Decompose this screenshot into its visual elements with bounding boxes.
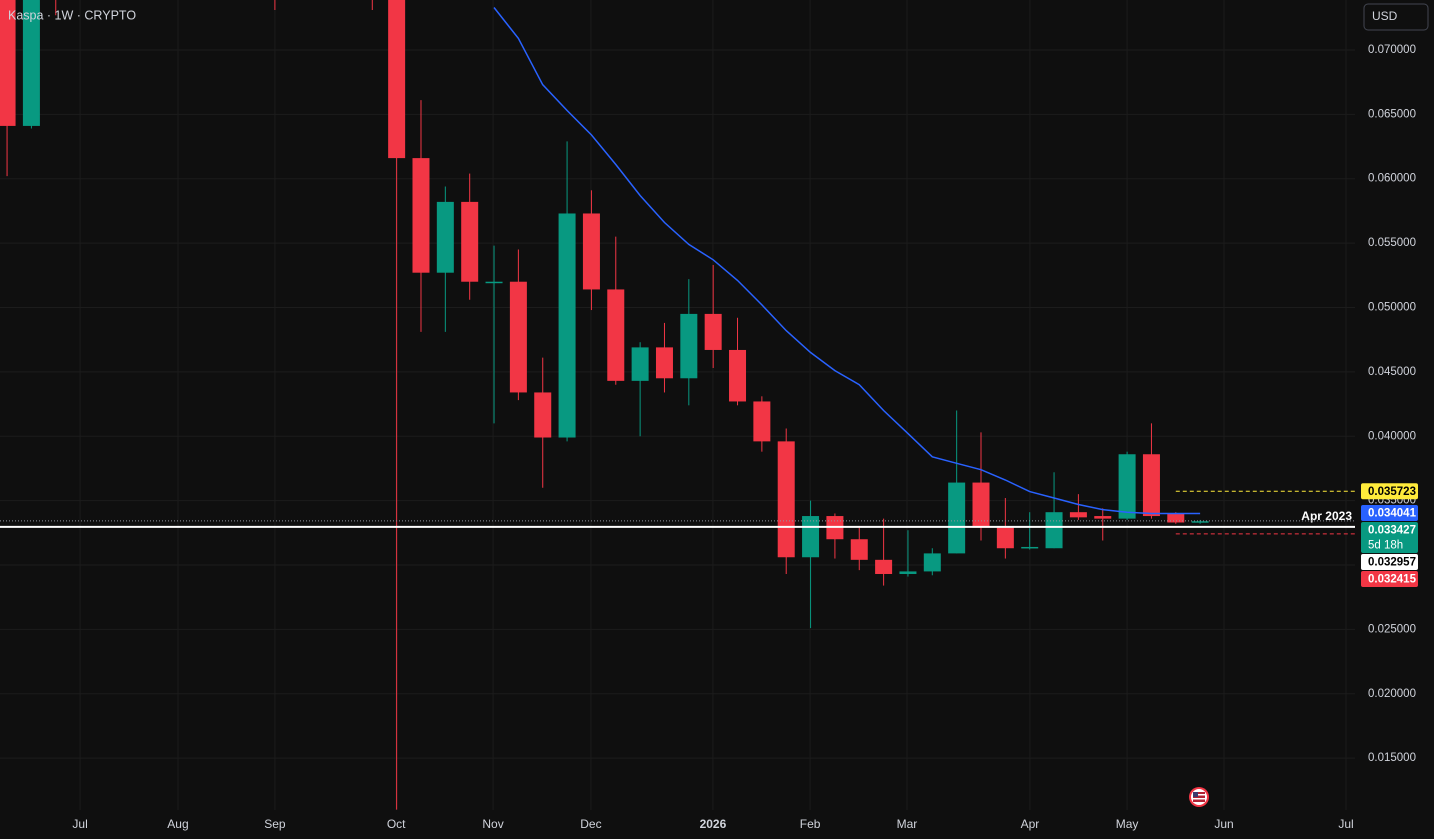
x-tick-label: Dec <box>580 817 601 831</box>
x-tick-label: Jul <box>1338 817 1353 831</box>
price-label: 0.032957 <box>1368 556 1416 568</box>
x-tick-label: Jul <box>72 817 87 831</box>
candle-body <box>485 281 503 284</box>
ma-line <box>493 7 1201 515</box>
x-tick-label: Aug <box>167 817 188 831</box>
horizontal-line-label: Apr 2023 <box>1301 509 1352 523</box>
candle-body <box>558 213 576 438</box>
candle-body <box>631 347 649 381</box>
countdown: 5d 18h <box>1368 539 1403 551</box>
candle-body <box>655 347 673 379</box>
price-label-box <box>1361 504 1418 521</box>
y-tick-label: 0.060000 <box>1368 173 1416 185</box>
candle-body <box>875 559 893 574</box>
candle-body <box>1021 546 1039 549</box>
y-tick-label: 0.025000 <box>1368 623 1416 635</box>
candle-body <box>802 516 820 558</box>
y-tick-label: 0.020000 <box>1368 688 1416 700</box>
price-label: 0.032415 <box>1368 573 1417 585</box>
candle-body <box>534 392 552 438</box>
x-tick-label: Jun <box>1214 817 1233 831</box>
candle-body <box>582 213 600 290</box>
event-flag[interactable] <box>1189 787 1209 807</box>
candle-body <box>436 201 454 273</box>
candle-body <box>412 158 430 273</box>
candle-body <box>923 553 941 572</box>
y-tick-label: 0.045000 <box>1368 366 1416 378</box>
candle-body <box>0 0 16 126</box>
currency-button[interactable] <box>1363 3 1429 31</box>
candle-body <box>680 313 698 379</box>
candle-body <box>972 482 990 528</box>
candle-body <box>1069 512 1087 518</box>
currency-label[interactable]: USD <box>1372 9 1398 23</box>
price-label: 0.034041 <box>1368 507 1417 519</box>
x-tick-label: Oct <box>387 817 406 831</box>
candle-body <box>1094 516 1112 519</box>
candle-body <box>509 281 527 393</box>
x-tick-label: Feb <box>800 817 821 831</box>
y-tick-label: 0.040000 <box>1368 430 1416 442</box>
x-tick-label: Sep <box>264 817 286 831</box>
y-tick-label: 0.065000 <box>1368 108 1416 120</box>
x-tick-label: Nov <box>482 817 503 831</box>
candle-body <box>850 539 868 560</box>
x-tick-label: May <box>1116 817 1139 831</box>
candle-body <box>777 441 795 558</box>
y-tick-label: 0.015000 <box>1368 752 1416 764</box>
price-label: 0.033427 <box>1368 524 1416 536</box>
candle-body <box>729 349 747 402</box>
price-label-box <box>1361 483 1418 500</box>
x-tick-label: Apr <box>1021 817 1040 831</box>
y-tick-label: 0.050000 <box>1368 301 1416 313</box>
x-tick-label: Mar <box>897 817 918 831</box>
candle-body <box>753 401 771 442</box>
x-tick-label: 2026 <box>700 817 727 831</box>
candle-body <box>899 571 917 574</box>
price-label: 0.035723 <box>1368 486 1416 498</box>
y-tick-label: 0.070000 <box>1368 44 1416 56</box>
candle-body <box>1045 512 1063 549</box>
candle-body <box>1142 454 1160 517</box>
price-label-box <box>1361 553 1418 570</box>
candle-body <box>607 289 625 381</box>
candle-body <box>388 0 406 159</box>
plot-area <box>0 0 1209 810</box>
candle-body <box>1167 513 1185 523</box>
candle-body <box>996 527 1014 549</box>
chart-title: Kaspa · 1W · CRYPTO <box>8 8 136 22</box>
price-label-box <box>1361 521 1418 553</box>
grid <box>0 0 1355 810</box>
candle-body <box>461 201 479 282</box>
price-label-box <box>1361 570 1418 587</box>
candle-body <box>22 0 40 126</box>
candle-body <box>704 313 722 350</box>
y-tick-label: 0.055000 <box>1368 237 1416 249</box>
candle-body <box>1191 521 1209 523</box>
candle-body <box>948 482 966 554</box>
candle-body <box>1118 454 1136 519</box>
